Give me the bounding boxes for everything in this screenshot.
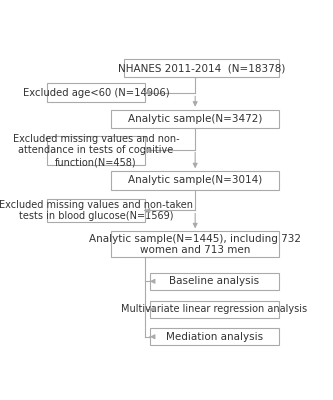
- Text: Excluded age<60 (N=14906): Excluded age<60 (N=14906): [23, 88, 169, 98]
- Text: Multivariate linear regression analysis: Multivariate linear regression analysis: [122, 304, 308, 314]
- Text: Excluded missing values and non-taken
tests in blood glucose(N=1569): Excluded missing values and non-taken te…: [0, 200, 193, 221]
- Text: Baseline analysis: Baseline analysis: [169, 276, 260, 286]
- FancyBboxPatch shape: [47, 84, 145, 102]
- FancyBboxPatch shape: [150, 273, 279, 290]
- Text: Excluded missing values and non-
attendance in tests of cognitive
function(N=458: Excluded missing values and non- attenda…: [13, 134, 179, 167]
- FancyBboxPatch shape: [111, 171, 279, 190]
- Text: Analytic sample(N=1445), including 732
women and 713 men: Analytic sample(N=1445), including 732 w…: [89, 234, 301, 255]
- Text: Analytic sample(N=3014): Analytic sample(N=3014): [128, 176, 262, 186]
- FancyBboxPatch shape: [124, 59, 279, 77]
- Text: NHANES 2011-2014  (N=18378): NHANES 2011-2014 (N=18378): [118, 63, 285, 73]
- FancyBboxPatch shape: [47, 136, 145, 165]
- FancyBboxPatch shape: [47, 199, 145, 222]
- FancyBboxPatch shape: [111, 231, 279, 258]
- FancyBboxPatch shape: [111, 110, 279, 128]
- FancyBboxPatch shape: [150, 300, 279, 318]
- FancyBboxPatch shape: [150, 328, 279, 345]
- Text: Mediation analysis: Mediation analysis: [166, 332, 263, 342]
- Text: Analytic sample(N=3472): Analytic sample(N=3472): [128, 114, 262, 124]
